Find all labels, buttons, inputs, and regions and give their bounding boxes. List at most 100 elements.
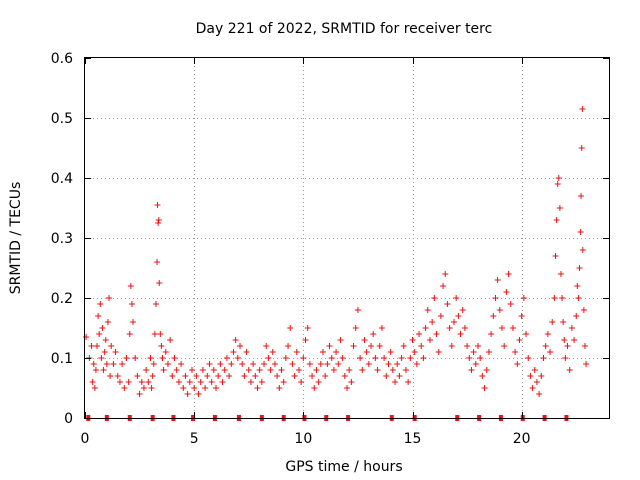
- data-point: [354, 307, 361, 313]
- data-point: [333, 349, 340, 355]
- data-point: [155, 217, 162, 223]
- data-point: [396, 373, 403, 379]
- data-point: [193, 373, 200, 379]
- data-point: [234, 355, 241, 361]
- data-point: [258, 379, 265, 385]
- data-point: [148, 385, 155, 391]
- data-point: [287, 325, 294, 331]
- data-point: [407, 355, 414, 361]
- data-point: [341, 373, 348, 379]
- data-point: [171, 355, 178, 361]
- data-point: [182, 373, 189, 379]
- data-point: [488, 331, 495, 337]
- data-point: [352, 325, 359, 331]
- data-point: [383, 373, 390, 379]
- data-point: [477, 355, 484, 361]
- data-point: [461, 325, 468, 331]
- data-point: [145, 379, 152, 385]
- data-point: [102, 337, 109, 343]
- data-point: [499, 325, 506, 331]
- data-point: [411, 349, 418, 355]
- data-point: [99, 325, 106, 331]
- data-point: [97, 301, 104, 307]
- data-point: [472, 361, 479, 367]
- data-point: [464, 343, 471, 349]
- data-point: [125, 379, 132, 385]
- data-point: [186, 379, 193, 385]
- data-point: [269, 349, 276, 355]
- data-point: [466, 355, 473, 361]
- data-point: [470, 349, 477, 355]
- data-point: [126, 331, 133, 337]
- data-point: [150, 361, 157, 367]
- data-point: [440, 283, 447, 289]
- data-point: [475, 343, 481, 349]
- data-point: [578, 145, 585, 151]
- data-point: [370, 331, 377, 337]
- data-point: [514, 361, 521, 367]
- x-tick-label: 15: [404, 431, 422, 447]
- plot-frame: [84, 57, 610, 419]
- x-tick-label: 0: [81, 431, 90, 447]
- data-point: [392, 379, 399, 385]
- data-point: [453, 295, 460, 301]
- data-point: [459, 307, 466, 313]
- data-point: [533, 379, 540, 385]
- data-point: [555, 175, 562, 181]
- data-point: [324, 361, 331, 367]
- data-point: [527, 373, 534, 379]
- x-tick-label: 20: [513, 431, 531, 447]
- data-point: [577, 229, 584, 235]
- data-point: [155, 220, 162, 226]
- data-point: [96, 331, 103, 337]
- data-point: [431, 295, 438, 301]
- data-point: [542, 343, 549, 349]
- data-point: [121, 385, 128, 391]
- data-point: [247, 379, 254, 385]
- data-point: [529, 385, 536, 391]
- data-point: [326, 343, 333, 349]
- data-point: [230, 349, 237, 355]
- data-point: [90, 361, 97, 367]
- data-point: [562, 355, 569, 361]
- data-point: [245, 367, 252, 373]
- data-point: [88, 343, 95, 349]
- y-tick-label: 0.4: [51, 171, 73, 187]
- data-point: [282, 355, 289, 361]
- data-point: [378, 325, 385, 331]
- data-point: [173, 367, 180, 373]
- y-tick-label: 0.1: [51, 351, 73, 367]
- data-point: [578, 193, 585, 199]
- data-point: [450, 319, 457, 325]
- data-point: [152, 301, 159, 307]
- data-point: [418, 343, 425, 349]
- data-point: [285, 343, 292, 349]
- data-point: [169, 373, 176, 379]
- data-point: [581, 343, 588, 349]
- data-point: [95, 313, 102, 319]
- data-point: [420, 355, 427, 361]
- data-point: [374, 367, 381, 373]
- data-point: [237, 343, 244, 349]
- data-point: [191, 385, 198, 391]
- data-point: [217, 361, 224, 367]
- data-point: [274, 373, 281, 379]
- data-point: [518, 313, 525, 319]
- data-point: [422, 325, 429, 331]
- data-point: [195, 391, 202, 397]
- data-point: [350, 343, 357, 349]
- data-point: [516, 337, 523, 343]
- data-point: [158, 343, 165, 349]
- data-point: [579, 247, 586, 253]
- data-point: [413, 361, 420, 367]
- data-point: [372, 355, 379, 361]
- data-point: [531, 367, 538, 373]
- data-point: [178, 361, 185, 367]
- data-point: [566, 367, 573, 373]
- data-point: [328, 355, 335, 361]
- data-point: [164, 361, 171, 367]
- data-point: [365, 361, 372, 367]
- data-point: [154, 202, 161, 208]
- data-point: [304, 325, 311, 331]
- data-point: [505, 271, 512, 277]
